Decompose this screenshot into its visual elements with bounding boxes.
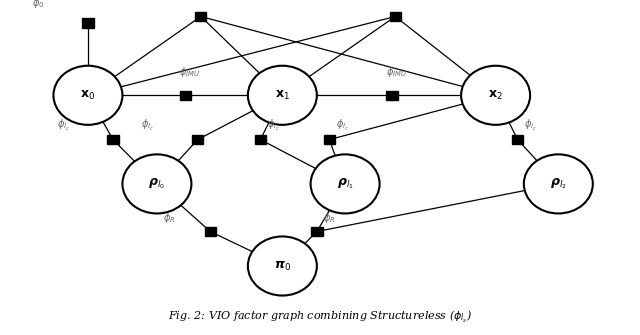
Bar bbox=[179, 91, 191, 100]
Text: $\phi_{l_c}$: $\phi_{l_c}$ bbox=[56, 118, 70, 133]
Bar bbox=[311, 227, 323, 236]
Text: $\phi_{l_c}$: $\phi_{l_c}$ bbox=[141, 118, 154, 133]
Bar bbox=[255, 135, 266, 144]
Bar bbox=[205, 227, 216, 236]
Bar bbox=[83, 18, 93, 28]
Text: $\phi_0$: $\phi_0$ bbox=[32, 0, 44, 10]
Ellipse shape bbox=[524, 154, 593, 213]
Text: $\boldsymbol{\rho}_{l_0}$: $\boldsymbol{\rho}_{l_0}$ bbox=[148, 177, 165, 191]
Bar bbox=[108, 135, 118, 144]
Bar bbox=[192, 135, 204, 144]
Bar bbox=[195, 12, 207, 21]
Text: $\phi_R$: $\phi_R$ bbox=[323, 211, 335, 225]
Ellipse shape bbox=[310, 154, 380, 213]
Text: $\phi_R$: $\phi_R$ bbox=[163, 211, 175, 225]
Text: $\phi_{l_c}$: $\phi_{l_c}$ bbox=[267, 118, 280, 133]
Ellipse shape bbox=[122, 154, 191, 213]
Text: Fig. 2: VIO factor graph combining Structureless ($\phi_{l_s}$): Fig. 2: VIO factor graph combining Struc… bbox=[168, 309, 472, 325]
Ellipse shape bbox=[54, 66, 122, 125]
Text: $\mathbf{x}_1$: $\mathbf{x}_1$ bbox=[275, 89, 290, 102]
Bar bbox=[387, 91, 398, 100]
Text: $\phi_{l_c}$: $\phi_{l_c}$ bbox=[524, 118, 537, 133]
Bar bbox=[512, 135, 524, 144]
Bar bbox=[390, 12, 401, 21]
Text: $\phi_{IMU}$: $\phi_{IMU}$ bbox=[179, 65, 200, 79]
Text: $\boldsymbol{\rho}_{l_1}$: $\boldsymbol{\rho}_{l_1}$ bbox=[337, 177, 353, 191]
Text: $\phi_{IMU}$: $\phi_{IMU}$ bbox=[386, 65, 407, 79]
Text: $\boldsymbol{\rho}_{l_2}$: $\boldsymbol{\rho}_{l_2}$ bbox=[550, 177, 567, 191]
Text: $\phi_{l_s}$: $\phi_{l_s}$ bbox=[195, 0, 207, 3]
Ellipse shape bbox=[248, 66, 317, 125]
Ellipse shape bbox=[461, 66, 530, 125]
Text: $\phi_{l_s}$: $\phi_{l_s}$ bbox=[389, 0, 402, 3]
Bar bbox=[324, 135, 335, 144]
Ellipse shape bbox=[248, 237, 317, 295]
Text: $\boldsymbol{\pi}_0$: $\boldsymbol{\pi}_0$ bbox=[274, 259, 291, 273]
Text: $\mathbf{x}_0$: $\mathbf{x}_0$ bbox=[81, 89, 95, 102]
Text: $\mathbf{x}_2$: $\mathbf{x}_2$ bbox=[488, 89, 503, 102]
Text: $\phi_{l_c}$: $\phi_{l_c}$ bbox=[336, 118, 349, 133]
